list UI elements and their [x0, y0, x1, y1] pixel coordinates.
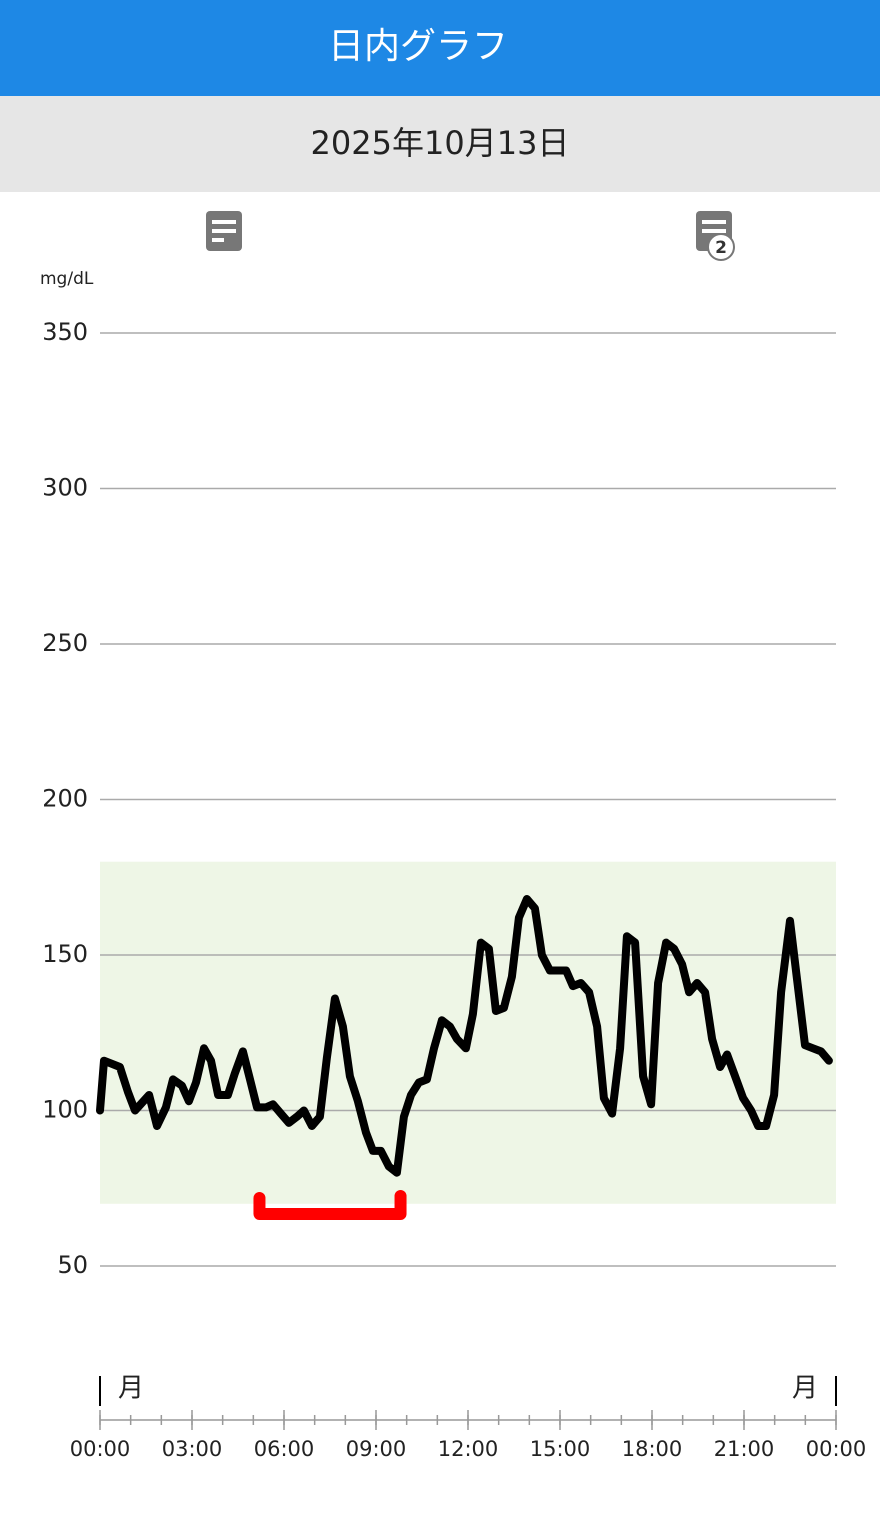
date-label: 2025年10月13日 [311, 124, 570, 162]
x-tick-label: 18:00 [622, 1437, 683, 1461]
x-tick-label: 15:00 [530, 1437, 591, 1461]
app-title: 日内グラフ [328, 26, 508, 67]
y-unit: mg/dL [40, 269, 94, 289]
highlight-bracket [253, 1190, 407, 1220]
day-label: 月 [792, 1374, 818, 1404]
x-tick-label: 00:00 [70, 1437, 131, 1461]
x-tick-label: 03:00 [162, 1437, 223, 1461]
x-tick-label: 00:00 [806, 1437, 867, 1461]
plot: 50 100 150 200 250 300 350 00:00 03:00 06:00 09:00… [42, 318, 866, 1461]
y-tick-label: 100 [42, 1096, 88, 1124]
y-tick-label: 200 [42, 785, 88, 813]
y-tick-label: 150 [42, 940, 88, 968]
note-icon-badge[interactable]: 2 [696, 211, 735, 261]
x-tick-label: 12:00 [438, 1437, 499, 1461]
y-tick-label: 250 [42, 629, 88, 657]
y-tick-label: 350 [42, 318, 88, 346]
day-label: 月 [118, 1374, 144, 1404]
glucose-line [96, 895, 833, 1177]
x-tick-label: 09:00 [346, 1437, 407, 1461]
y-tick-label: 300 [42, 474, 88, 502]
x-tick-label: 06:00 [254, 1437, 315, 1461]
date-bar [0, 96, 880, 192]
badge-count: 2 [715, 238, 727, 258]
y-tick-label: 50 [57, 1251, 88, 1279]
app-bar [0, 0, 880, 96]
x-tick-label: 21:00 [714, 1437, 775, 1461]
note-icon[interactable] [206, 211, 242, 251]
